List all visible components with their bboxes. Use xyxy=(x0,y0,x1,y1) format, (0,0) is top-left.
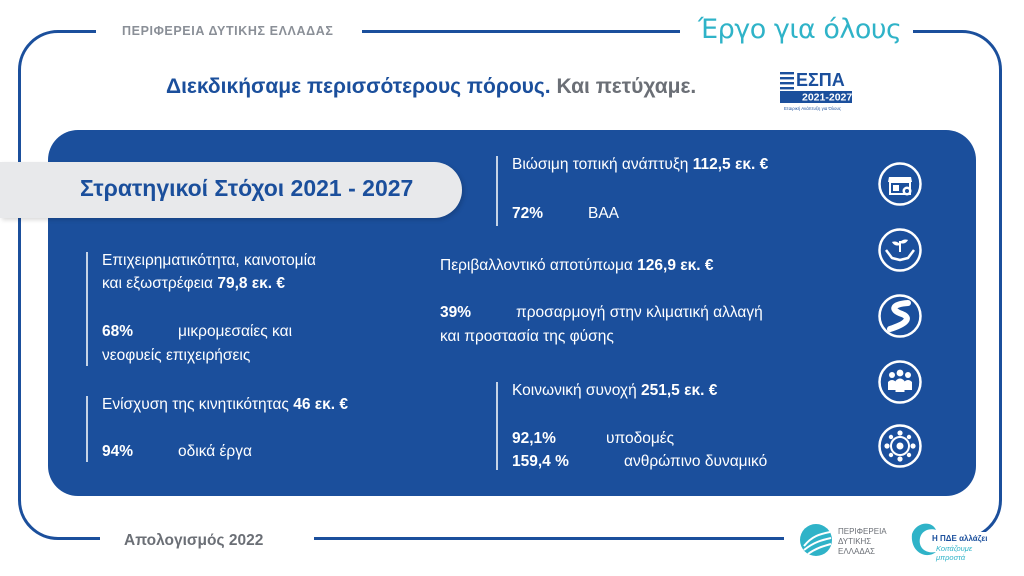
divider-left-2 xyxy=(86,396,88,462)
goal-mobility-pct-label: οδικά έργα xyxy=(178,443,252,460)
region-logo-line2: ΔΥΤΙΚΗΣ xyxy=(838,537,871,546)
goal-local-dev-line: Βιώσιμη τοπική ανάπτυξη 112,5 εκ. € xyxy=(512,154,768,176)
slogan: Έργο για όλους xyxy=(686,14,914,45)
pde-logo-line2: Κοιτάζουμε xyxy=(936,544,973,553)
goal-social-amount: 251,5 εκ. € xyxy=(641,382,718,399)
goal-environment-text: Περιβαλλοντικό αποτύπωμα xyxy=(440,257,633,274)
espa-years: 2021-2027 xyxy=(802,92,852,104)
divider-right-1 xyxy=(496,156,498,226)
goal-environment-pct-label2: και προστασία της φύσης xyxy=(440,328,614,345)
goal-entrepreneurship-pct-label1: μικρομεσαίες και xyxy=(178,323,293,340)
goal-social-pct2: 159,4 % xyxy=(512,453,569,470)
road-icon xyxy=(878,294,922,338)
headline-main: Διεκδικήσαμε περισσότερους πόρους. xyxy=(166,75,551,98)
espa-flag-icon xyxy=(780,72,794,90)
headline: Διεκδικήσαμε περισσότερους πόρους. Και π… xyxy=(166,75,696,99)
pde-logo-wave-icon xyxy=(911,523,936,556)
goal-environment-pct: 39% xyxy=(440,304,472,321)
espa-word: ΕΣΠΑ xyxy=(796,70,845,90)
espa-tagline: Εταιρική Ανάπτυξη για Όλους xyxy=(784,106,841,111)
shop-icon xyxy=(878,162,922,206)
network-icon xyxy=(878,424,922,468)
goal-entrepreneurship-pct: 68% xyxy=(102,323,134,340)
goal-social-pct1-label: υποδομές xyxy=(606,430,675,447)
goal-entrepreneurship-line1: Επιχειρηματικότητα, καινοτομία xyxy=(102,252,317,269)
people-icon xyxy=(878,360,922,404)
goal-mobility-amount: 46 εκ. € xyxy=(293,396,348,413)
divider-right-2 xyxy=(496,382,498,470)
goal-environment-amount: 126,9 εκ. € xyxy=(637,257,714,274)
goal-local-dev-amount: 112,5 εκ. € xyxy=(692,156,769,173)
goal-social-text: Κοινωνική συνοχή xyxy=(512,382,637,399)
footer-label: Απολογισμός 2022 xyxy=(110,529,278,553)
region-logo-line1: ΠΕΡΙΦΕΡΕΙΑ xyxy=(838,527,887,536)
goal-local-dev-text: Βιώσιμη τοπική ανάπτυξη xyxy=(512,156,689,173)
goals-title: Στρατηγικοί Στόχοι 2021 - 2027 xyxy=(80,175,414,201)
goal-entrepreneurship-pct-label2: νεοφυείς επιχειρήσεις xyxy=(102,347,251,364)
goal-entrepreneurship-text: και εξωστρέφεια xyxy=(102,275,214,292)
frame-gap-bottom-right xyxy=(784,532,1006,546)
goal-environment-pct-label1: προσαρμογή στην κλιματική αλλαγή xyxy=(516,304,763,321)
outer-frame xyxy=(18,30,1002,540)
goal-entrepreneurship-amount: 79,8 εκ. € xyxy=(217,275,286,292)
pde-logo: Η ΠΔΕ αλλάζει Κοιτάζουμε μπροστά xyxy=(911,523,987,562)
region-logo-line3: ΕΛΛΑΔΑΣ xyxy=(838,547,875,556)
hands-plant-icon xyxy=(878,228,922,272)
goal-mobility-text: Ενίσχυση της κινητικότητας xyxy=(102,396,289,413)
goal-mobility-line: Ενίσχυση της κινητικότητας 46 εκ. € xyxy=(102,394,348,416)
goal-social-pct2-label: ανθρώπινο δυναμικό xyxy=(624,453,768,470)
goal-entrepreneurship-line2: και εξωστρέφεια 79,8 εκ. € xyxy=(102,273,285,295)
espa-logo: ΕΣΠΑ 2021-2027 Εταιρική Ανάπτυξη για Όλο… xyxy=(780,70,852,111)
goals-title-pill xyxy=(0,162,462,218)
divider-left-1 xyxy=(86,252,88,366)
goal-local-dev-pct-label: ΒΑΑ xyxy=(588,205,620,222)
goal-local-dev-pct: 72% xyxy=(512,205,544,222)
goal-mobility-pct: 94% xyxy=(102,443,134,460)
pde-logo-line3: μπροστά xyxy=(935,553,966,562)
goal-environment-line: Περιβαλλοντικό αποτύπωμα 126,9 εκ. € xyxy=(440,255,713,277)
goal-social-line: Κοινωνική συνοχή 251,5 εκ. € xyxy=(512,380,717,402)
region-logo-emblem-icon xyxy=(800,524,832,556)
region-logo: ΠΕΡΙΦΕΡΕΙΑ ΔΥΤΙΚΗΣ ΕΛΛΑΔΑΣ xyxy=(800,524,887,556)
pde-logo-line1: Η ΠΔΕ αλλάζει xyxy=(932,534,987,543)
goal-social-pct1: 92,1% xyxy=(512,430,556,447)
region-name: ΠΕΡΙΦΕΡΕΙΑ ΔΥΤΙΚΗΣ ΕΛΛΑΔΑΣ xyxy=(110,21,346,41)
headline-sub: Και πετύχαμε. xyxy=(556,75,697,98)
